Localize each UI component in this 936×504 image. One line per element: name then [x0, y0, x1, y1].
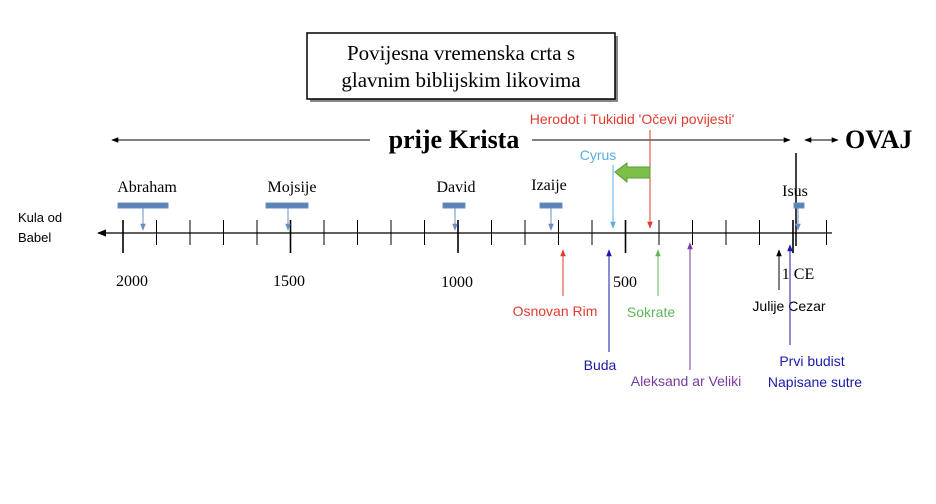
era-label: OVAJ: [845, 125, 912, 154]
year-label: 1 CE: [782, 266, 814, 283]
era-label: prije Krista: [389, 125, 520, 154]
figure-bar: [117, 202, 169, 209]
block-arrow: [614, 162, 651, 184]
figure-label: David: [436, 179, 475, 196]
title-line: glavnim biblijskim likovima: [341, 68, 581, 92]
event-label: Osnovan Rim: [513, 303, 598, 319]
title-line: Povijesna vremenska crta s: [347, 41, 575, 65]
figure-label: Mojsije: [268, 179, 317, 196]
title-box: [306, 32, 616, 100]
figure-bar: [265, 202, 309, 209]
year-label: 1000: [441, 274, 473, 291]
figure-label: Izaije: [531, 177, 567, 194]
start-label: Kula od: [18, 210, 62, 225]
event-label: Prvi budist: [779, 353, 844, 369]
figure-label: Isus: [782, 183, 808, 200]
figure-bar: [793, 202, 805, 209]
event-label: Herodot i Tukidid 'Očevi povijesti': [530, 111, 735, 127]
event-label: Cyrus: [580, 147, 617, 163]
event-label: Aleksand ar Veliki: [631, 373, 742, 389]
year-label: 1500: [273, 273, 305, 290]
start-label: Babel: [18, 230, 51, 245]
year-label: 500: [613, 274, 637, 291]
event-label: Napisane sutre: [768, 374, 862, 390]
figure-bar: [442, 202, 466, 209]
figure-label: Abraham: [117, 179, 177, 196]
event-label: Julije Cezar: [752, 298, 825, 314]
event-label: Sokrate: [627, 304, 675, 320]
figure-bar: [539, 202, 563, 209]
event-label: Buda: [584, 357, 617, 373]
year-label: 2000: [116, 273, 148, 290]
